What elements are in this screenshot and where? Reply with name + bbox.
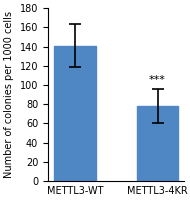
Bar	[54, 46, 96, 181]
Text: ***: ***	[149, 75, 166, 85]
Y-axis label: Number of colonies per 1000 cells: Number of colonies per 1000 cells	[4, 11, 14, 178]
Bar	[137, 106, 178, 181]
